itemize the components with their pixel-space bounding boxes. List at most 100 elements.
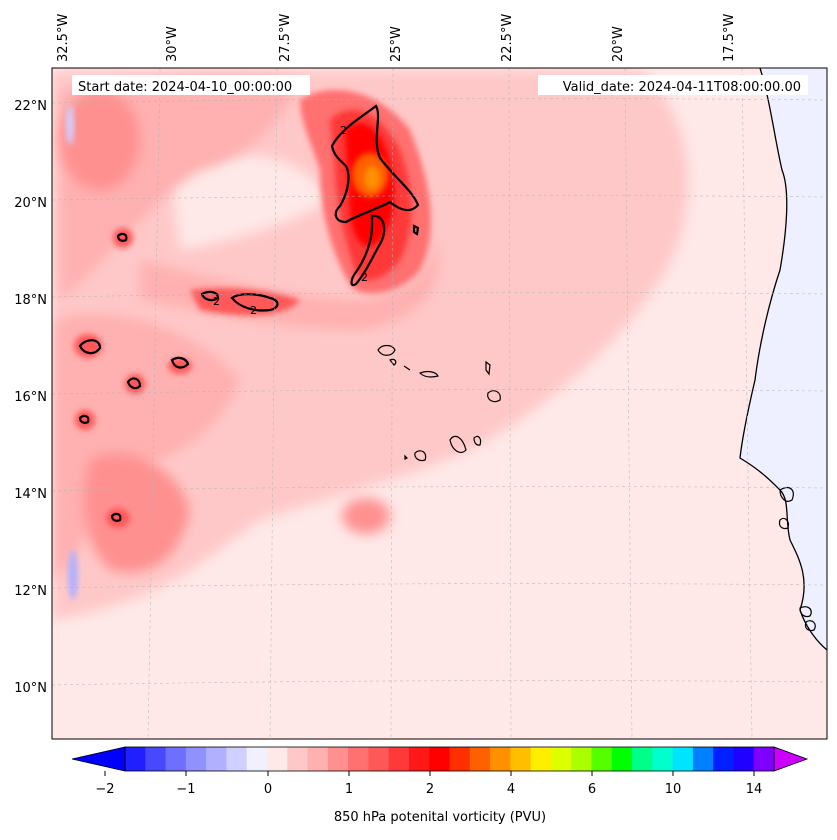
islands (377, 344, 816, 632)
negative-pv-streak-north (66, 105, 74, 145)
contour-west-6 (116, 232, 128, 242)
colorbar-cell (287, 747, 309, 771)
valid-date-box (538, 75, 808, 95)
colorbar-tick-label: 0 (264, 782, 272, 797)
contour-west-4 (78, 414, 90, 424)
contour-label: 2 (340, 124, 347, 137)
contour-west-1 (78, 339, 102, 355)
coastline-africa (739, 68, 827, 651)
coast-feature-4 (778, 517, 789, 530)
pv-spot-4 (75, 410, 95, 430)
gridline-lon (741, 68, 753, 739)
colorbar-cell (469, 747, 491, 771)
colorbar-cell (125, 747, 146, 771)
gridline-lon (508, 68, 512, 739)
island-5 (487, 390, 501, 403)
contour-west-3 (126, 377, 142, 390)
latitude-labels: 22°N 20°N 18°N 16°N 14°N 12°N 10°N (14, 99, 47, 696)
gridline-lat (52, 486, 827, 492)
lon-label: 20°W (611, 26, 626, 62)
lat-label: 10°N (14, 681, 47, 696)
colorbar-tick-label: 4 (507, 782, 515, 797)
lon-label: 17.5°W (722, 14, 737, 62)
colorbar-cell (327, 747, 349, 771)
colorbar-frame (124, 746, 775, 772)
colorbar-cell (368, 747, 390, 771)
contour-label: 2 (250, 304, 257, 317)
colorbar-tick-label: 1 (345, 782, 353, 797)
gridline-lat (52, 389, 827, 395)
map-area: 2 2 2 2 Start date: 2024-04-10_00:00:00 … (52, 68, 827, 739)
colorbar: −2 −1 0 1 2 4 6 10 14 850 hPa potenital … (71, 746, 809, 825)
island-3 (418, 370, 439, 378)
colorbar-cell (713, 747, 734, 771)
colorbar-cell (348, 747, 369, 771)
colorbar-cell (490, 747, 511, 771)
gridline-lat (52, 583, 827, 589)
pv-spot-1 (74, 334, 102, 358)
gridlines (52, 68, 827, 739)
colorbar-cell (185, 747, 207, 771)
gridline-lat (52, 292, 827, 298)
colorbar-cell (145, 747, 167, 771)
colorbar-cell (226, 747, 248, 771)
colorbar-label: 850 hPa potenital vorticity (PVU) (334, 810, 546, 825)
island-8 (414, 450, 427, 462)
lat-label: 18°N (14, 293, 47, 308)
gridline-lon (624, 68, 633, 739)
contour-west-2 (170, 356, 190, 369)
island-6 (449, 435, 467, 453)
colorbar-cell (591, 747, 613, 771)
contour-main (330, 104, 420, 224)
colorbar-cell (408, 747, 430, 771)
island-2 (389, 358, 397, 366)
contour-label: 2 (361, 271, 368, 284)
colorbar-cell (692, 747, 714, 771)
coast-feature-2 (799, 606, 812, 618)
colorbar-cell (206, 747, 227, 771)
island-7 (473, 435, 482, 446)
colorbar-cell (672, 747, 694, 771)
pv-region-south (84, 453, 190, 573)
colorbar-tick-label: 2 (426, 782, 434, 797)
longitude-labels: 32.5°W 30°W 27.5°W 25°W 22.5°W 20°W 17.5… (56, 14, 737, 62)
pv-spot-5 (106, 508, 130, 528)
lon-label: 27.5°W (278, 14, 293, 62)
gridline-lon (390, 68, 394, 739)
lon-label: 30°W (165, 26, 180, 62)
contour-tail (350, 214, 386, 287)
colorbar-cell (550, 747, 572, 771)
colorbar-cell (165, 747, 187, 771)
contour-labels: 2 2 2 2 (213, 124, 368, 317)
colorbar-cell (307, 747, 329, 771)
lat-label: 20°N (14, 196, 47, 211)
contour-east-tip (412, 224, 420, 236)
colorbar-cell (388, 747, 410, 771)
colorbar-cell (429, 747, 450, 771)
lat-label: 22°N (14, 99, 47, 114)
colorbar-ticks (104, 771, 755, 776)
lon-label: 22.5°W (500, 14, 515, 62)
contour-label: 2 (213, 295, 220, 308)
map-frame (51, 67, 828, 740)
lon-label: 25°W (389, 26, 404, 62)
pv-spot-6 (113, 228, 133, 248)
coast-feature-1 (779, 487, 794, 502)
valid-date-label: Valid_date: 2024-04-11T08:00:00.00 (563, 80, 801, 95)
colorbar-cell (530, 747, 552, 771)
contour-filament-1 (200, 290, 220, 302)
lon-label: 32.5°W (56, 14, 71, 62)
colorbar-cell (510, 747, 532, 771)
colorbar-cell (632, 747, 653, 771)
start-date-box (72, 75, 310, 95)
gridline-lat (52, 680, 827, 686)
lat-label: 14°N (14, 487, 47, 502)
pv-blob-north-west (60, 90, 140, 190)
island-10 (403, 365, 411, 371)
gridline-lon (147, 68, 161, 739)
pv-blob-south-east (342, 498, 390, 534)
colorbar-tick-label: 6 (588, 782, 596, 797)
colorbar-tick-label: 14 (746, 782, 763, 797)
colorbar-tick-label: −1 (176, 782, 195, 797)
